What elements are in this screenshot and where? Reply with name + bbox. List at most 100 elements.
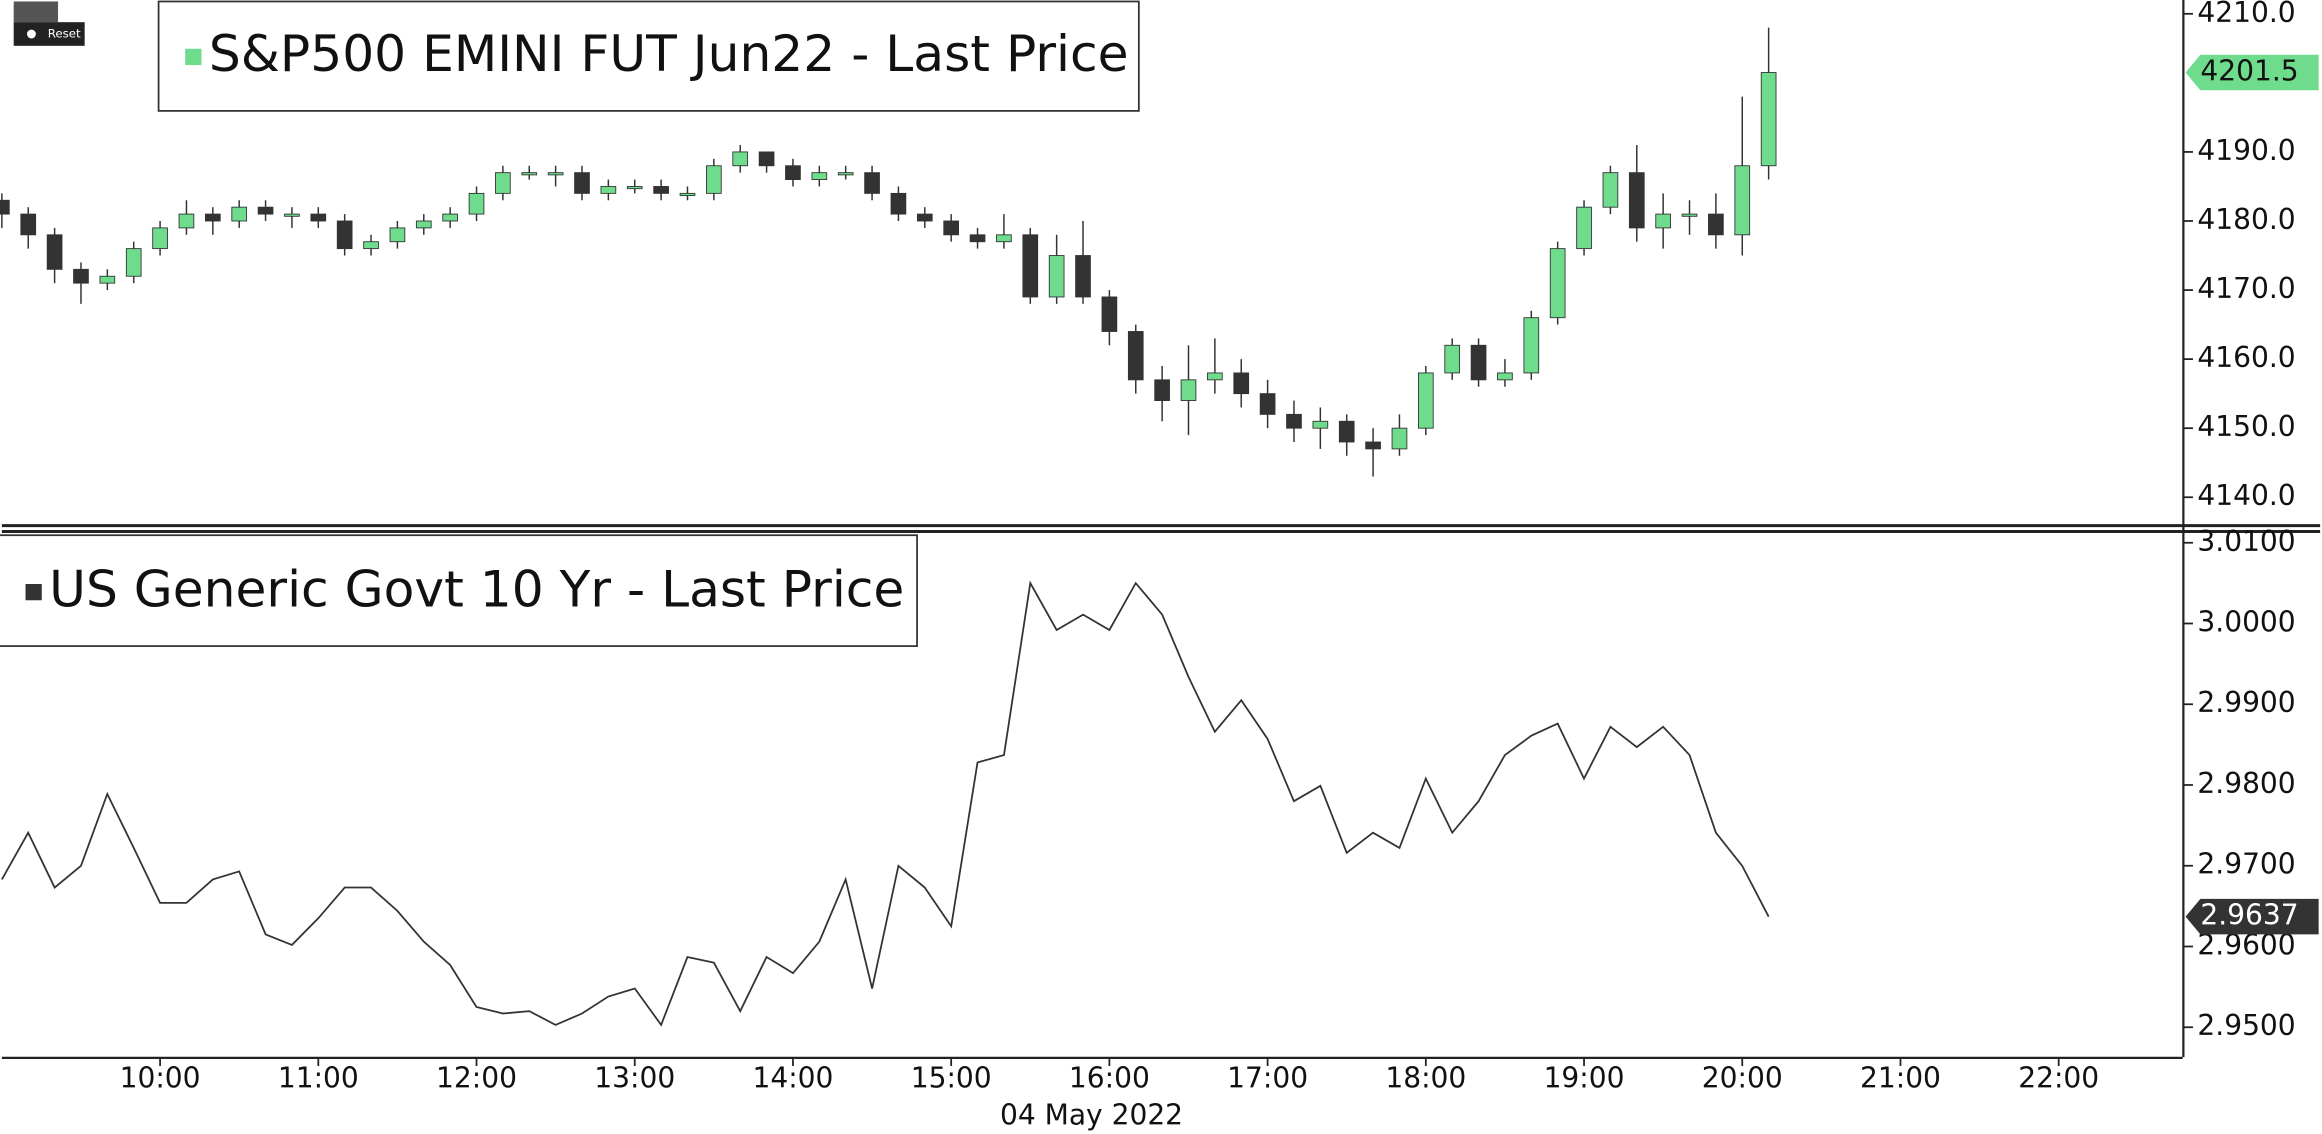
candle-body [0, 199, 10, 215]
candle-body [1628, 172, 1645, 229]
x-tick-label: 21:00 [1860, 1061, 1941, 1094]
candle-body [1760, 72, 1777, 167]
y-tick-label: 4180.0 [2197, 203, 2295, 236]
candle-body [1180, 379, 1197, 401]
candle-body [1497, 372, 1513, 381]
candle-body [336, 220, 353, 250]
y-tick-label: 2.9800 [2197, 767, 2295, 800]
y-tick-label: 4140.0 [2197, 479, 2295, 512]
legend-swatch [185, 48, 202, 66]
x-axis-label: 04 May 2022 [1000, 1098, 1183, 1131]
y-tick-label: 2.9900 [2197, 686, 2295, 719]
legend-box: US Generic Govt 10 Yr - Last Price [0, 534, 918, 647]
candle-body [1417, 372, 1434, 429]
candle-body [890, 192, 907, 215]
x-tick-label: 11:00 [278, 1061, 359, 1094]
candle-body [785, 165, 801, 181]
legend-frame [0, 534, 918, 647]
candle-body [257, 206, 274, 215]
candle-body [1048, 255, 1065, 298]
legend-frame [157, 0, 1140, 112]
x-tick-label: 13:00 [594, 1061, 675, 1094]
reset-label[interactable]: Reset [48, 27, 81, 41]
toolbar[interactable]: Reset [13, 1, 85, 46]
reset-button[interactable] [13, 22, 85, 46]
candle-body [837, 172, 854, 176]
candle-body [178, 213, 195, 229]
candle-body [363, 241, 379, 250]
y-tick-label: 4170.0 [2197, 272, 2295, 305]
candle-body [758, 151, 775, 167]
candle-body [99, 275, 116, 284]
candle-body [1470, 344, 1487, 381]
candle-body [1075, 255, 1091, 298]
toolbar-button[interactable] [13, 1, 59, 23]
candle-body [1101, 296, 1118, 332]
y-tick-label: 4190.0 [2197, 134, 2295, 167]
candle-body [600, 186, 617, 194]
candle-body [1549, 248, 1566, 319]
reset-icon [27, 29, 36, 39]
y-tick-label: 3.0100 [2197, 525, 2295, 558]
y-tick-label: 4160.0 [2197, 341, 2295, 374]
candle-body [1286, 413, 1302, 429]
x-tick-label: 14:00 [752, 1061, 833, 1094]
candle-body [1708, 213, 1724, 236]
candle-body [1338, 420, 1355, 443]
candle-body [1576, 206, 1592, 250]
candle-body [811, 172, 828, 181]
candle-body [679, 192, 696, 197]
x-tick-label: 20:00 [1702, 1061, 1783, 1094]
y-tick-label: 4210.0 [2197, 0, 2295, 29]
x-tick-label: 17:00 [1227, 1061, 1308, 1094]
candle-body [1365, 441, 1381, 450]
candle-body [152, 227, 168, 250]
candle-body [547, 172, 564, 176]
candle-body [706, 165, 722, 194]
candle-body [442, 213, 458, 222]
candle-body [1312, 420, 1329, 429]
candle-body [20, 213, 37, 236]
candle-body [1391, 427, 1408, 450]
candle-body [284, 213, 300, 217]
candle-body [495, 172, 511, 194]
candle-body [1154, 379, 1170, 401]
candle-body [125, 248, 142, 277]
candle-body [1681, 213, 1698, 217]
legend-label: S&P500 EMINI FUT Jun22 - Last Price [209, 24, 1129, 83]
candle-body [415, 220, 432, 229]
x-tick-label: 12:00 [436, 1061, 517, 1094]
x-tick-label: 19:00 [1544, 1061, 1625, 1094]
candle-body [943, 220, 960, 236]
candle-body [1022, 234, 1039, 298]
candle-body [864, 172, 880, 194]
candle-body [1655, 213, 1671, 229]
x-tick-label: 15:00 [911, 1061, 992, 1094]
candle-body [969, 234, 986, 243]
legend-box: S&P500 EMINI FUT Jun22 - Last Price [157, 0, 1140, 112]
candle-body [1602, 172, 1619, 208]
candle-body [1444, 344, 1461, 374]
x-tick-label: 16:00 [1069, 1061, 1150, 1094]
legend-swatch [25, 584, 42, 601]
candle-body [1127, 331, 1144, 381]
candle-body [73, 268, 89, 284]
last-price-tag [2185, 54, 2319, 91]
candle-body [468, 192, 485, 215]
candle-body [231, 206, 248, 222]
last-price-label: 2.9637 [2200, 899, 2298, 932]
last-price-tag [2185, 898, 2319, 935]
candle-body [574, 172, 590, 194]
candle-body [732, 151, 749, 167]
x-tick-label: 10:00 [120, 1061, 201, 1094]
candle-body [916, 213, 933, 222]
candle-body [626, 186, 643, 190]
candle-body [1259, 393, 1276, 415]
candle-body [1233, 372, 1250, 395]
y-tick-label: 2.9500 [2197, 1009, 2295, 1042]
y-tick-label: 2.9700 [2197, 848, 2295, 881]
candle-body [1734, 165, 1751, 236]
candle-body [653, 186, 669, 194]
